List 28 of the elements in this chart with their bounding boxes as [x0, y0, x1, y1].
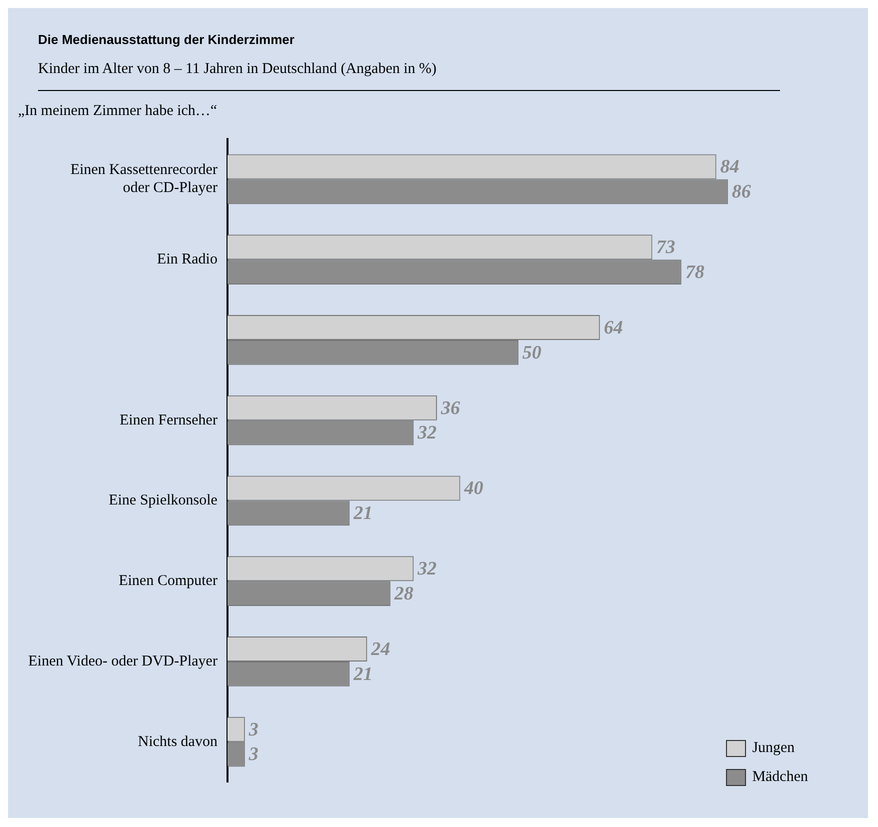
chart-title: Die Medienausstattung der Kinderzimmer	[38, 32, 296, 47]
y-tick-label: Eine Spielkonsole	[108, 492, 218, 509]
legend-label: Mädchen	[752, 769, 808, 786]
legend-label: Jungen	[752, 740, 795, 757]
data-label: 32	[416, 422, 438, 444]
text: „In meinem Zimmer habe ich…“	[18, 103, 218, 120]
y-tick-label: Einen Kassettenrecorder oder CD-Player	[70, 162, 218, 196]
data-label: 86	[732, 182, 752, 203]
y-tick-label: Einen Fernseher	[120, 412, 218, 428]
data-label: 73	[656, 237, 676, 258]
data-label: 84	[720, 156, 740, 178]
data-label: 50	[522, 342, 542, 364]
data-label: 36	[440, 398, 460, 419]
y-tick-label: Einen Video- oder DVD-Player	[28, 653, 218, 670]
data-label: 32	[416, 558, 438, 580]
data-label: 28	[393, 583, 414, 604]
y-tick-label: Nichts davon	[138, 734, 218, 750]
data-label: 64	[604, 317, 623, 338]
data-label: 3	[248, 719, 258, 740]
data-label: 78	[685, 262, 705, 283]
data-label: 24	[370, 638, 390, 660]
data-label: 21	[352, 503, 373, 524]
data-label: 40	[463, 478, 484, 500]
y-tick-label: Ein Radio	[157, 252, 218, 268]
data-label: 3	[248, 744, 258, 766]
y-tick-label: Einen Computer	[118, 573, 218, 589]
data-label: 21	[352, 664, 373, 685]
chart-subtitle: Kinder im Alter von 8 – 11 Jahren in Deutschland (Angaben in %)	[38, 61, 780, 91]
